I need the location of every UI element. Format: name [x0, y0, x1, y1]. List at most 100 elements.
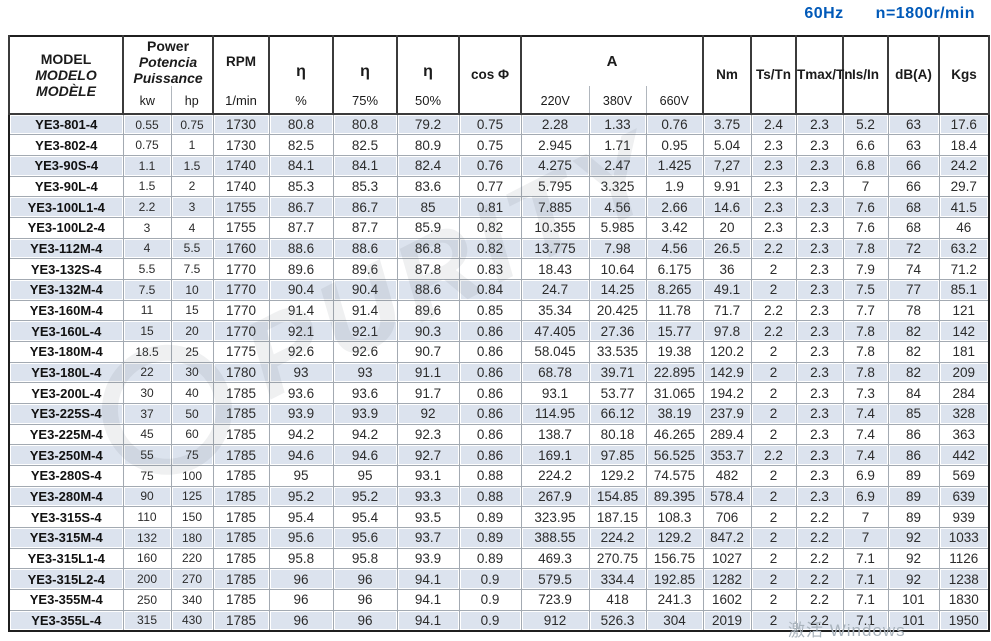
- value-cell: 82: [887, 340, 940, 363]
- value-cell: 66.12: [588, 402, 647, 425]
- value-cell: 80.9: [396, 134, 460, 156]
- value-cell: 340: [170, 588, 214, 611]
- value-cell: 96: [268, 609, 334, 632]
- value-cell: 1760: [212, 237, 270, 260]
- value-cell: 97.85: [588, 444, 647, 466]
- value-cell: 84: [887, 382, 940, 404]
- value-cell: 89.6: [268, 258, 334, 280]
- value-cell: 49.1: [702, 278, 752, 301]
- value-cell: 38.19: [645, 402, 704, 425]
- value-cell: 912: [520, 609, 590, 632]
- value-cell: 91.4: [268, 299, 334, 322]
- value-cell: 39.71: [588, 361, 647, 384]
- value-cell: 25: [170, 340, 214, 363]
- value-cell: 33.535: [588, 340, 647, 363]
- value-cell: 84.1: [332, 154, 398, 177]
- value-cell: 7: [842, 526, 889, 549]
- value-cell: 47.405: [520, 320, 590, 342]
- value-cell: 1: [170, 134, 214, 156]
- value-cell: 11: [122, 299, 172, 322]
- table-row: YE3-180M-4 18.5 25 1775 92.6 92.6 90.7 0.86 58.0…: [8, 340, 990, 363]
- table-row: YE3-160L-4 15 20 1770 92.1 92.1 90.3 0.86 47.405…: [8, 320, 990, 342]
- value-cell: 94.1: [396, 588, 460, 611]
- value-cell: 1730: [212, 134, 270, 156]
- value-cell: 194.2: [702, 382, 752, 404]
- value-cell: 6.9: [842, 464, 889, 487]
- value-cell: 7.5: [122, 278, 172, 301]
- model-cell: YE3-160M-4: [8, 299, 124, 322]
- value-cell: 353.7: [702, 444, 752, 466]
- value-cell: 68: [887, 216, 940, 239]
- value-cell: 0.76: [645, 113, 704, 136]
- value-cell: 2.3: [750, 216, 797, 239]
- value-cell: 2.3: [795, 444, 844, 466]
- value-cell: 6.8: [842, 154, 889, 177]
- value-cell: 0.89: [458, 547, 522, 570]
- header-unit-eta-100: %: [268, 86, 335, 115]
- table-row: YE3-90L-4 1.5 2 1740 85.3 85.3 83.6 0.77 5.795 3.…: [8, 175, 990, 198]
- header-model-en: MODEL: [40, 51, 92, 67]
- header-kgs: Kgs: [938, 36, 991, 115]
- header-eta-75: η: [332, 36, 399, 86]
- value-cell: 35.34: [520, 299, 590, 322]
- value-cell: 1950: [938, 609, 990, 632]
- value-cell: 88.6: [332, 237, 398, 260]
- value-cell: 150: [170, 506, 214, 528]
- value-cell: 2.3: [750, 134, 797, 156]
- header-eta-50: η: [396, 36, 461, 86]
- value-cell: 31.065: [645, 382, 704, 404]
- header-unit-eta-75: 75%: [332, 86, 399, 115]
- value-cell: 26.5: [702, 237, 752, 260]
- value-cell: 1785: [212, 547, 270, 570]
- value-cell: 418: [588, 588, 647, 611]
- value-cell: 2: [750, 609, 797, 632]
- value-cell: 71.7: [702, 299, 752, 322]
- value-cell: 0.86: [458, 423, 522, 446]
- value-cell: 2.3: [795, 382, 844, 404]
- header-power-es: Potencia: [138, 53, 198, 70]
- value-cell: 2019: [702, 609, 752, 632]
- header-current: A: [520, 36, 705, 86]
- value-cell: 88.6: [268, 237, 334, 260]
- value-cell: 1770: [212, 258, 270, 280]
- value-cell: 2: [750, 464, 797, 487]
- value-cell: 482: [702, 464, 752, 487]
- frequency-speed-caption: 60Hz n=1800r/min: [804, 5, 975, 23]
- value-cell: 2.3: [795, 196, 844, 218]
- value-cell: 1770: [212, 278, 270, 301]
- value-cell: 92: [887, 547, 940, 570]
- value-cell: 85.3: [268, 175, 334, 198]
- model-cell: YE3-225M-4: [8, 423, 124, 446]
- model-cell: YE3-225S-4: [8, 402, 124, 425]
- table-row: YE3-355M-4 250 340 1785 96 96 94.1 0.9 723.9 418 2…: [8, 588, 990, 611]
- value-cell: 1730: [212, 113, 270, 136]
- value-cell: 430: [170, 609, 214, 632]
- value-cell: 0.77: [458, 175, 522, 198]
- value-cell: 93.9: [396, 547, 460, 570]
- value-cell: 120.2: [702, 340, 752, 363]
- value-cell: 7.5: [842, 278, 889, 301]
- table-row: YE3-225M-4 45 60 1785 94.2 94.2 92.3 0.86 138.7 8…: [8, 423, 990, 446]
- table-row: YE3-90S-4 1.1 1.5 1740 84.1 84.1 82.4 0.76 4.275…: [8, 154, 990, 177]
- value-cell: 3.75: [702, 113, 752, 136]
- header-unit-hp: hp: [170, 86, 214, 115]
- value-cell: 14.25: [588, 278, 647, 301]
- header-voltage-380: 380V: [588, 86, 647, 115]
- value-cell: 22: [122, 361, 172, 384]
- value-cell: 82.4: [396, 154, 460, 177]
- value-cell: 7.7: [842, 299, 889, 322]
- value-cell: 304: [645, 609, 704, 632]
- value-cell: 138.7: [520, 423, 590, 446]
- motor-spec-table: MODEL MODELO MODÈLE Power Potencia Puiss…: [8, 35, 991, 632]
- value-cell: 2: [750, 361, 797, 384]
- value-cell: 87.8: [396, 258, 460, 280]
- value-cell: 86.7: [332, 196, 398, 218]
- value-cell: 10: [170, 278, 214, 301]
- value-cell: 1027: [702, 547, 752, 570]
- value-cell: 2.2: [750, 299, 797, 322]
- value-cell: 2.2: [122, 196, 172, 218]
- value-cell: 1740: [212, 154, 270, 177]
- value-cell: 1785: [212, 423, 270, 446]
- value-cell: 2: [750, 526, 797, 549]
- value-cell: 2.3: [795, 299, 844, 322]
